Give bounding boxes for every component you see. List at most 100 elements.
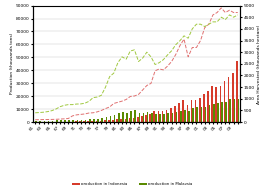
area harvested in Indonesia — [104, 107, 107, 110]
Bar — [68, 120, 70, 122]
Y-axis label: Area Harvested (thousands hectare): Area Harvested (thousands hectare) — [257, 24, 261, 104]
area harvested in Indonesia — [195, 46, 198, 49]
area harvested in Malaysia — [58, 106, 62, 108]
area harvested in Indonesia — [38, 119, 41, 121]
Bar — [129, 118, 130, 122]
area harvested in Malaysia — [71, 103, 74, 106]
area harvested in Malaysia — [215, 21, 219, 23]
Bar — [116, 119, 118, 122]
area harvested in Indonesia — [96, 111, 99, 113]
Bar — [205, 107, 206, 122]
Bar — [215, 87, 217, 122]
Bar — [89, 119, 91, 122]
Bar — [224, 81, 225, 122]
Bar — [91, 121, 93, 122]
Bar — [126, 112, 128, 122]
area harvested in Malaysia — [54, 108, 58, 110]
Bar — [184, 110, 186, 122]
area harvested in Malaysia — [162, 58, 165, 61]
Bar — [64, 120, 66, 122]
area harvested in Indonesia — [34, 119, 37, 121]
Bar — [56, 120, 58, 122]
Bar — [83, 121, 85, 122]
Bar — [170, 108, 172, 122]
Bar — [182, 100, 184, 122]
area harvested in Malaysia — [199, 23, 202, 25]
area harvested in Indonesia — [174, 53, 177, 56]
Bar — [153, 111, 155, 122]
Bar — [155, 114, 157, 122]
area harvested in Indonesia — [182, 38, 186, 40]
Y-axis label: Production (thousands tons): Production (thousands tons) — [10, 33, 14, 95]
Bar — [149, 114, 151, 122]
area harvested in Indonesia — [203, 27, 206, 29]
area harvested in Malaysia — [129, 50, 132, 52]
area harvested in Malaysia — [112, 72, 115, 74]
area harvested in Indonesia — [42, 118, 45, 121]
Bar — [52, 121, 54, 122]
Bar — [188, 111, 190, 122]
area harvested in Malaysia — [203, 25, 206, 28]
area harvested in Indonesia — [199, 39, 202, 42]
area harvested in Malaysia — [166, 54, 169, 56]
area harvested in Indonesia — [58, 118, 62, 120]
area harvested in Malaysia — [158, 62, 161, 64]
area harvested in Malaysia — [236, 14, 239, 16]
area harvested in Indonesia — [54, 118, 58, 120]
area harvested in Malaysia — [182, 35, 186, 37]
Bar — [141, 116, 143, 122]
area harvested in Malaysia — [100, 94, 103, 96]
Bar — [178, 103, 180, 122]
Bar — [118, 113, 120, 122]
area harvested in Indonesia — [87, 112, 91, 114]
Bar — [236, 61, 238, 122]
area harvested in Malaysia — [116, 62, 120, 64]
Bar — [133, 118, 134, 122]
Bar — [209, 105, 210, 122]
area harvested in Indonesia — [149, 82, 153, 85]
area harvested in Malaysia — [178, 40, 182, 42]
Bar — [39, 121, 41, 122]
Bar — [176, 112, 177, 122]
area harvested in Indonesia — [112, 102, 115, 105]
area harvested in Malaysia — [211, 21, 215, 23]
Bar — [147, 112, 149, 122]
Bar — [234, 99, 235, 122]
Bar — [134, 110, 136, 122]
Bar — [112, 120, 114, 122]
area harvested in Malaysia — [63, 104, 66, 106]
Bar — [162, 111, 163, 122]
area harvested in Malaysia — [50, 110, 54, 112]
Bar — [228, 77, 230, 122]
Bar — [159, 114, 161, 122]
area harvested in Indonesia — [224, 11, 227, 14]
area harvested in Indonesia — [215, 11, 219, 14]
Bar — [108, 120, 110, 122]
area harvested in Malaysia — [67, 103, 70, 106]
area harvested in Indonesia — [120, 100, 124, 102]
Bar — [163, 114, 165, 122]
area harvested in Malaysia — [153, 63, 157, 66]
Bar — [166, 110, 168, 122]
Bar — [197, 107, 198, 122]
Bar — [225, 102, 227, 122]
Bar — [168, 113, 169, 122]
area harvested in Malaysia — [174, 44, 177, 46]
area harvested in Malaysia — [186, 37, 190, 39]
area harvested in Indonesia — [100, 109, 103, 112]
Bar — [81, 120, 82, 122]
area harvested in Indonesia — [211, 14, 215, 16]
Bar — [100, 121, 101, 122]
Bar — [145, 115, 147, 122]
area harvested in Indonesia — [178, 45, 182, 47]
area harvested in Indonesia — [83, 113, 87, 115]
Bar — [97, 119, 99, 122]
Bar — [76, 120, 78, 122]
area harvested in Malaysia — [42, 111, 45, 113]
Bar — [101, 119, 103, 122]
Bar — [207, 91, 209, 122]
area harvested in Malaysia — [207, 23, 210, 25]
Bar — [232, 73, 234, 122]
area harvested in Malaysia — [75, 103, 78, 105]
Bar — [174, 106, 176, 122]
